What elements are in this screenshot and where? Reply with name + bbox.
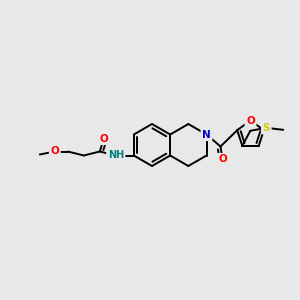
Text: N: N <box>202 130 211 140</box>
Text: NH: NH <box>108 151 124 160</box>
Text: O: O <box>218 154 227 164</box>
Text: S: S <box>262 123 270 133</box>
Text: O: O <box>246 116 255 125</box>
Text: O: O <box>50 146 59 157</box>
Text: O: O <box>99 134 108 143</box>
